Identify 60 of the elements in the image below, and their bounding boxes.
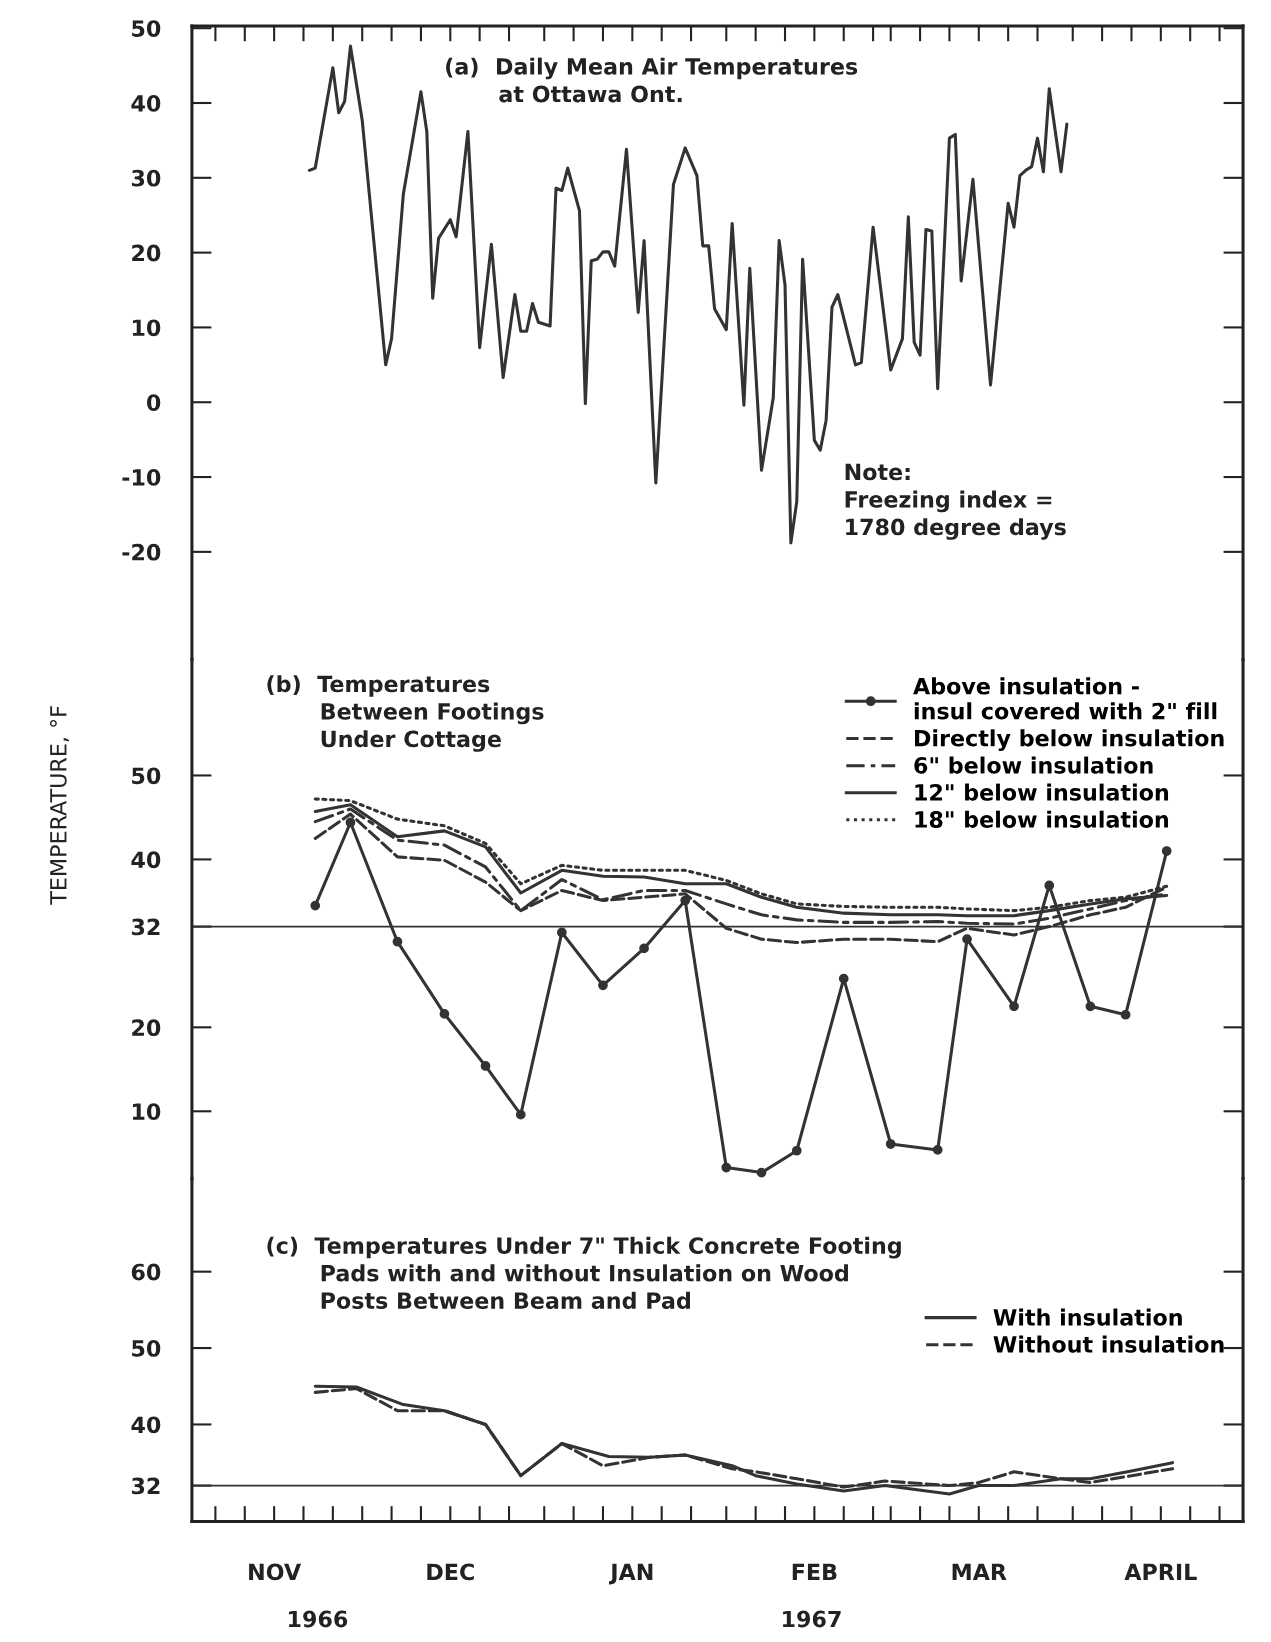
y-tick-label: -20 xyxy=(122,543,161,561)
point xyxy=(1044,880,1055,891)
point xyxy=(392,936,403,947)
legend-label: 18" below insulation xyxy=(915,810,1169,828)
point xyxy=(1085,1001,1096,1012)
x-tick-label: APRIL xyxy=(1124,1563,1197,1581)
x-tick-label: DEC xyxy=(427,1563,474,1581)
point xyxy=(598,980,608,991)
legend-label: With insulation xyxy=(993,1308,1182,1326)
point xyxy=(932,1145,943,1155)
point xyxy=(680,895,691,906)
y-tick-label: 40 xyxy=(131,1416,161,1434)
point xyxy=(838,973,849,984)
point xyxy=(885,1139,896,1149)
point xyxy=(439,1009,450,1019)
y-tick-label: 40 xyxy=(131,94,161,112)
point xyxy=(480,1061,491,1071)
point xyxy=(721,1162,732,1173)
point xyxy=(345,817,356,828)
legend-label: Above insulation - insul covered with 2" fill xyxy=(913,677,1217,720)
y-tick-label: 20 xyxy=(132,244,161,262)
y-tick-label: 50 xyxy=(132,1340,161,1357)
x-tick-label: FEB xyxy=(792,1563,837,1581)
y-tick-label: 10 xyxy=(132,319,161,337)
point xyxy=(1009,1001,1019,1012)
y-tick-label: 32 xyxy=(131,1477,160,1495)
y-tick-label: 50 xyxy=(132,767,161,785)
annotation: Note: Freezing index = 1780 degree days xyxy=(845,463,1066,540)
point xyxy=(1161,846,1172,856)
point xyxy=(791,1145,802,1156)
y-tick-label: 20 xyxy=(132,1019,161,1037)
point xyxy=(639,943,649,954)
text: (b) Temperatures Between Footings Under Cottage xyxy=(267,675,544,752)
point xyxy=(1120,1009,1131,1020)
line-series xyxy=(307,44,1069,545)
y-tick-label: 30 xyxy=(131,169,161,187)
point xyxy=(756,1167,767,1178)
y-axis-title: TEMPERATURE, °F xyxy=(49,706,69,905)
point xyxy=(962,934,972,945)
text: (c) Temperatures Under 7" Thick Concrete Footing Pads with and without Insulation on Wood Posts Between Beam and Pad xyxy=(267,1236,901,1309)
point xyxy=(557,927,567,938)
legend-label: 12" below insulation xyxy=(915,783,1169,801)
y-tick-label: 60 xyxy=(131,1263,161,1281)
y-tick-label: 0 xyxy=(146,394,161,411)
legend-label: Directly below insulation xyxy=(915,729,1224,751)
y-tick-label: 32 xyxy=(131,918,160,936)
legend-label: 6" below insulation xyxy=(914,756,1153,774)
point xyxy=(515,1109,526,1120)
text: 1966 xyxy=(289,1610,348,1628)
point xyxy=(310,900,321,911)
text: (a) Daily Mean Air Temperatures at Ottawa Ont. xyxy=(446,57,858,103)
x-tick-label: NOV xyxy=(249,1563,302,1581)
y-tick-label: 50 xyxy=(132,20,161,37)
x-tick-label: JAN xyxy=(609,1563,653,1585)
y-tick-label: 10 xyxy=(132,1103,161,1121)
text: 1967 xyxy=(783,1610,841,1628)
y-tick-label: -10 xyxy=(122,469,161,486)
legend-label: Without insulation xyxy=(993,1335,1224,1353)
y-tick-label: 40 xyxy=(131,851,161,869)
x-tick-label: MAR xyxy=(952,1563,1007,1581)
